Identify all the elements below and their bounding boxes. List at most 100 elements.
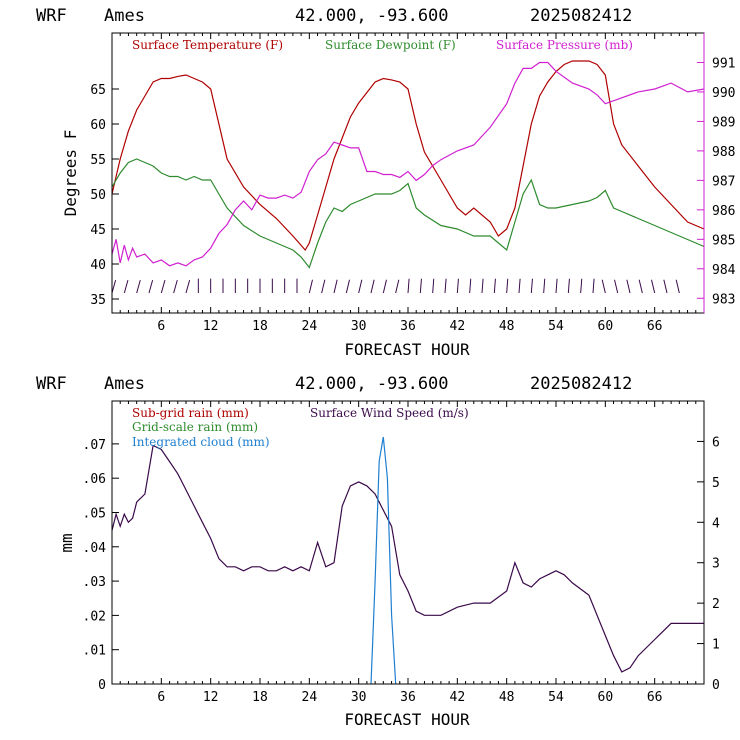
wind-barb: [506, 278, 509, 294]
wind-barb: [173, 279, 178, 294]
y-right-tick-label: 985: [712, 233, 735, 248]
y-right-tick-label: 3: [712, 557, 720, 572]
y-right-tick-label: 988: [712, 145, 735, 160]
header-model: WRF: [36, 6, 67, 26]
wind-barb: [481, 278, 484, 294]
y-left-tick-label: .06: [83, 472, 106, 487]
y-left-tick-label: .07: [83, 438, 106, 453]
y-right-tick-label: 1: [712, 638, 720, 653]
wind-barb: [601, 279, 606, 294]
y-right-tick-label: 987: [712, 174, 735, 189]
wind-barb: [321, 279, 326, 294]
y-right-tick-label: 989: [712, 115, 735, 130]
wind-barb: [651, 279, 656, 294]
header-model-2: WRF: [36, 374, 67, 394]
x-tick-label: 60: [598, 690, 614, 705]
panel-2-frame: [111, 400, 705, 685]
wind-barb: [493, 278, 496, 294]
wind-barb: [123, 279, 129, 294]
x-tick-label: 36: [400, 690, 416, 705]
y-left-tick-label: .04: [83, 541, 107, 556]
series-line-surface-pressure-mb: [111, 61, 705, 267]
wind-barb: [444, 278, 447, 294]
x-tick-label: 6: [157, 319, 165, 334]
y-left-tick-label: 35: [90, 293, 106, 308]
x-tick-label: 6: [157, 690, 165, 705]
wind-barb: [592, 278, 595, 294]
series-line-surface-temperature-f: [111, 60, 705, 252]
panel-1-frame: [111, 32, 705, 314]
wind-barb: [469, 278, 472, 294]
y-right-tick-label: 5: [712, 476, 720, 491]
wind-barb: [432, 278, 435, 294]
wind-barb: [358, 279, 363, 294]
wind-barb: [148, 279, 154, 294]
legend-surface-pressure: Surface Pressure (mb): [496, 38, 633, 52]
wind-barb: [308, 279, 313, 294]
wind-barb: [580, 278, 583, 294]
panel-1-y-axis-label: Degrees F: [61, 130, 80, 217]
y-right-tick-label: 983: [712, 292, 735, 307]
x-tick-label: 36: [400, 319, 416, 334]
x-tick-label: 54: [548, 319, 564, 334]
y-right-tick-label: 990: [712, 86, 735, 101]
x-tick-label: 42: [450, 319, 466, 334]
x-tick-label: 54: [548, 690, 564, 705]
wind-barb: [675, 279, 680, 294]
y-right-tick-label: 6: [712, 435, 720, 450]
header-site: Ames: [104, 6, 145, 26]
wind-barb: [663, 279, 668, 294]
y-left-tick-label: .03: [83, 575, 106, 590]
header-coords-2: 42.000, -93.600: [295, 374, 449, 394]
y-left-tick-label: 65: [90, 83, 106, 98]
panel-2: WRF Ames 42.000, -93.600 2025082412 6 12 1…: [36, 374, 720, 729]
panel-2-y-axis-label: mm: [57, 533, 76, 552]
x-tick-label: 12: [203, 319, 219, 334]
y-left-tick-label: 55: [90, 153, 106, 168]
legend-grid-scale-rain: Grid-scale rain (mm): [132, 420, 258, 434]
x-tick-label: 24: [302, 690, 318, 705]
y-left-tick-label: 50: [90, 188, 106, 203]
wind-barb: [543, 278, 546, 294]
wind-barb: [370, 279, 375, 294]
y-left-tick-label: .02: [83, 609, 106, 624]
x-tick-label: 12: [203, 690, 219, 705]
panel-1: WRF Ames 42.000, -93.600 2025082412 6 12 1…: [36, 6, 736, 359]
x-tick-label: 18: [252, 319, 268, 334]
series-line-integrated-cloud-mm: [370, 436, 397, 685]
y-right-tick-label: 0: [712, 678, 720, 693]
wind-barb: [395, 279, 400, 294]
x-tick-label: 60: [598, 319, 614, 334]
wind-barb: [638, 279, 643, 294]
wind-barb: [626, 279, 631, 294]
y-right-tick-label: 986: [712, 204, 735, 219]
wind-barb: [111, 279, 117, 294]
wind-barb: [567, 278, 570, 294]
panel-1-x-axis-label: FORECAST HOUR: [344, 340, 470, 359]
y-left-tick-label: .01: [83, 644, 106, 659]
legend-surface-dewpoint: Surface Dewpoint (F): [325, 38, 456, 52]
wind-barb: [518, 278, 521, 294]
series-line-surface-wind-speed-m-s: [111, 444, 704, 673]
wind-barb: [530, 278, 533, 294]
y-left-tick-label: 40: [90, 258, 106, 273]
y-left-tick-label: 45: [90, 223, 106, 238]
wind-barb: [407, 278, 410, 294]
header-init-2: 2025082412: [530, 374, 632, 394]
legend-sub-grid-rain: Sub-grid rain (mm): [132, 406, 249, 420]
y-right-tick-label: 2: [712, 597, 720, 612]
header-coords: 42.000, -93.600: [295, 6, 449, 26]
x-tick-label: 42: [450, 690, 466, 705]
wind-barb: [345, 279, 350, 294]
x-tick-label: 48: [499, 319, 515, 334]
x-tick-label: 18: [252, 690, 268, 705]
header-init: 2025082412: [530, 6, 632, 26]
y-left-tick-label: 60: [90, 118, 106, 133]
wind-barb: [614, 279, 619, 294]
wind-barb: [419, 278, 422, 294]
panel-2-x-axis-label: FORECAST HOUR: [344, 710, 470, 729]
x-tick-label: 30: [351, 319, 367, 334]
x-tick-label: 24: [302, 319, 318, 334]
panel-1-plot-area: 6 12 18 24 30 36 42 48 54 60 66 35 40 45 50 55 60 65 983 98…: [90, 33, 736, 334]
